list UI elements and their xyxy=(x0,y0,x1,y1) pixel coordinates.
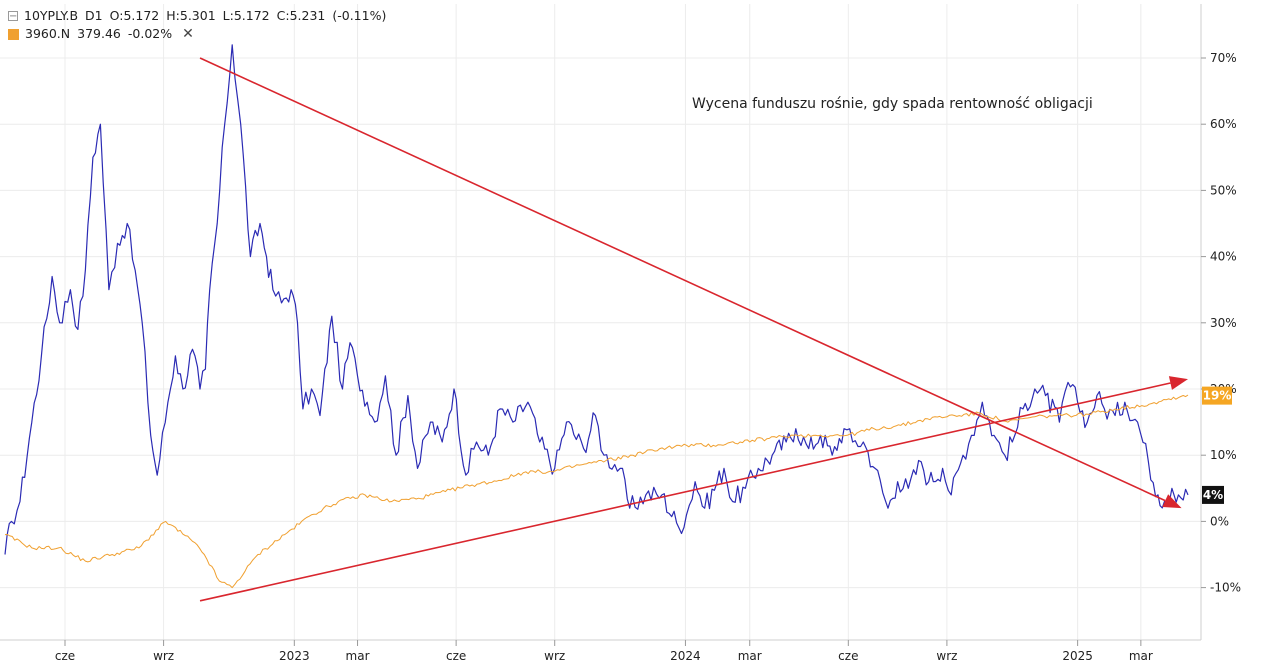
y-tick-label: 50% xyxy=(1210,183,1237,197)
trend-arrow-head xyxy=(1162,494,1182,509)
chart-annotation: Wycena funduszu rośnie, gdy spada rentow… xyxy=(692,96,1093,112)
trend-arrow-head xyxy=(1168,376,1188,390)
bond-open: O:5.172 xyxy=(109,8,160,23)
x-tick-label: 2025 xyxy=(1062,649,1093,663)
trend-arrow-line xyxy=(199,382,1171,602)
fund-change: -0.02% xyxy=(127,26,173,41)
legend-row-bond: − 10YPLY.B D1 O:5.172 H:5.301 L:5.172 C:… xyxy=(8,7,386,25)
fund-color-swatch xyxy=(8,28,19,40)
y-tick-label: 30% xyxy=(1210,316,1237,330)
bond-interval: D1 xyxy=(85,8,103,23)
y-tick-label: 60% xyxy=(1210,117,1237,131)
legend-row-fund: 3960.N 379.46 -0.02% ✕ xyxy=(8,25,386,43)
bond-low: L:5.172 xyxy=(222,8,270,23)
x-tick-label: wrz xyxy=(544,649,565,663)
last-value-badges: 19% 4% xyxy=(1202,386,1232,504)
fund-price: 379.46 xyxy=(77,26,121,41)
x-tick-label: cze xyxy=(55,649,75,663)
y-tick-label: 0% xyxy=(1210,514,1229,528)
x-tick-label: wrz xyxy=(153,649,174,663)
x-tick-label: mar xyxy=(738,649,762,663)
x-tick-label: 2023 xyxy=(279,649,310,663)
y-axis: -10%0%10%20%30%40%50%60%70% xyxy=(1201,51,1241,595)
bond-close: C:5.231 xyxy=(276,8,326,23)
x-axis: cze wrz 2023 mar cze wrz 2024 mar cze wrz 2025 mar xyxy=(55,640,1153,663)
trend-arrows xyxy=(199,57,1188,602)
bond-change: (-0.11%) xyxy=(332,8,387,23)
bond-last-value-label: 4% xyxy=(1203,488,1223,502)
y-tick-label: 70% xyxy=(1210,51,1237,65)
fund-last-value-badge xyxy=(1202,386,1232,405)
bond-last-value-badge xyxy=(1202,485,1224,504)
x-tick-label: 2024 xyxy=(670,649,701,663)
y-tick-label: -10% xyxy=(1210,581,1241,595)
bond-high: H:5.301 xyxy=(166,8,216,23)
trend-arrow-line xyxy=(199,57,1166,502)
fund-series-line xyxy=(4,394,1189,589)
bond-symbol: 10YPLY.B xyxy=(24,8,79,23)
fund-last-value-label: 19% xyxy=(1203,389,1232,403)
series xyxy=(4,44,1189,589)
close-icon[interactable]: ✕ xyxy=(182,26,194,42)
x-tick-label: mar xyxy=(1129,649,1153,663)
x-tick-label: cze xyxy=(838,649,858,663)
gridlines xyxy=(0,4,1201,640)
x-tick-label: mar xyxy=(346,649,370,663)
legend: − 10YPLY.B D1 O:5.172 H:5.301 L:5.172 C:… xyxy=(8,7,386,43)
collapse-icon[interactable]: − xyxy=(8,11,18,22)
y-tick-label: 40% xyxy=(1210,250,1237,264)
y-tick-label: 10% xyxy=(1210,448,1237,462)
x-tick-label: cze xyxy=(446,649,466,663)
fund-symbol: 3960.N xyxy=(25,26,71,41)
x-tick-label: wrz xyxy=(936,649,957,663)
bond-series-line xyxy=(4,44,1189,555)
